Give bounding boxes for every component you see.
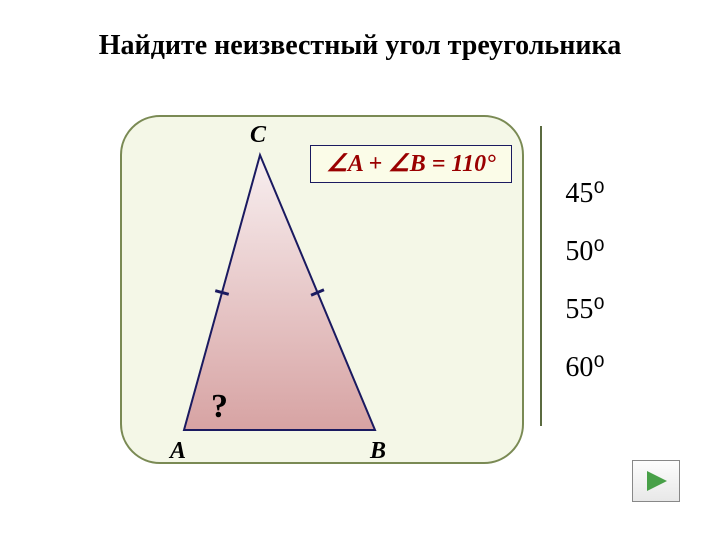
vertex-label-b: B — [370, 438, 386, 465]
play-icon — [633, 461, 679, 501]
answer-divider — [540, 126, 542, 426]
vertex-label-c: C — [250, 122, 266, 149]
answer-list: 45⁰ 50⁰ 55⁰ 60⁰ — [550, 165, 620, 397]
equation-text: ∠A + ∠B = 110° — [326, 151, 495, 177]
vertex-label-a: A — [170, 438, 186, 465]
answer-option[interactable]: 55⁰ — [550, 281, 620, 339]
equation-box: ∠A + ∠B = 110° — [310, 145, 512, 183]
answer-option[interactable]: 50⁰ — [550, 223, 620, 281]
answer-option[interactable]: 60⁰ — [550, 339, 620, 397]
unknown-angle-marker: ? — [211, 388, 228, 426]
next-button[interactable] — [632, 460, 680, 502]
answer-option[interactable]: 45⁰ — [550, 165, 620, 223]
